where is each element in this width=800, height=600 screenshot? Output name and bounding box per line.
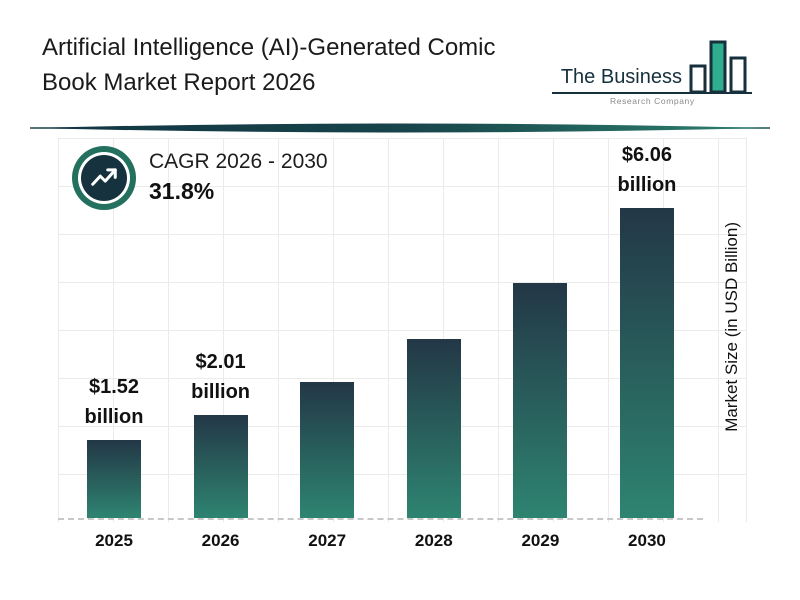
- cagr-text: CAGR 2026 - 2030 31.8%: [149, 150, 328, 205]
- bar-column-2030: $6.06 billion: [597, 140, 697, 518]
- bar-value-label-2030: $6.06 billion: [617, 144, 677, 196]
- bar-2025: [87, 440, 141, 518]
- divider-line: [30, 123, 770, 133]
- bars-area: $1.52 billion $2.01 billion $6.06 billion: [58, 144, 703, 520]
- x-axis-label-2025: 2025: [95, 531, 133, 550]
- cagr-value: 31.8%: [149, 178, 215, 204]
- x-axis-label-2029: 2029: [521, 531, 560, 550]
- company-logo-top: The Business: [552, 34, 752, 94]
- bar-column-2025: $1.52 billion: [64, 372, 164, 518]
- cagr-label: CAGR 2026 - 2030: [149, 150, 328, 173]
- bar-column-2028: [384, 339, 484, 518]
- y-axis-label: Market Size (in USD Billion): [722, 222, 741, 432]
- report-title: Artificial Intelligence (AI)-Generated C…: [42, 30, 496, 100]
- market-size-bar-chart: CAGR 2026 - 2030 31.8% $1.52 billion $2.01…: [58, 140, 703, 555]
- logo-company-name: The Business: [560, 66, 682, 88]
- bar-2028: [406, 339, 461, 518]
- cagr-badge: CAGR 2026 - 2030 31.8%: [72, 150, 328, 205]
- company-logo: The Business Research Company: [552, 34, 752, 106]
- report-title-line2: Book Market Report 2026: [42, 69, 316, 96]
- x-axis: 2025 2026 2027 2028 2029 2030: [58, 525, 703, 555]
- bar-column-2027: [277, 382, 377, 518]
- report-title-line1: Artificial Intelligence (AI)-Generated C…: [42, 34, 496, 61]
- x-axis-label-2026: 2026: [201, 531, 240, 550]
- bar-value-label-2025: $1.52 billion: [84, 376, 144, 428]
- x-axis-label-2028: 2028: [414, 531, 453, 550]
- logo-company-subtitle: Research Company: [610, 96, 695, 106]
- bar-value-label-2026: $2.01 billion: [191, 351, 251, 403]
- logo-bar-chart-icon: [689, 40, 747, 92]
- bar-2027: [300, 382, 355, 518]
- bar-2030: [619, 208, 674, 518]
- x-axis-label-2030: 2030: [628, 531, 666, 550]
- bar-column-2029: [490, 283, 590, 518]
- x-axis-label-2027: 2027: [308, 531, 347, 550]
- bar-column-2026: $2.01 billion: [171, 347, 271, 518]
- bar-2026: [193, 415, 248, 518]
- bar-2029: [513, 283, 568, 518]
- trending-up-icon: [81, 154, 127, 201]
